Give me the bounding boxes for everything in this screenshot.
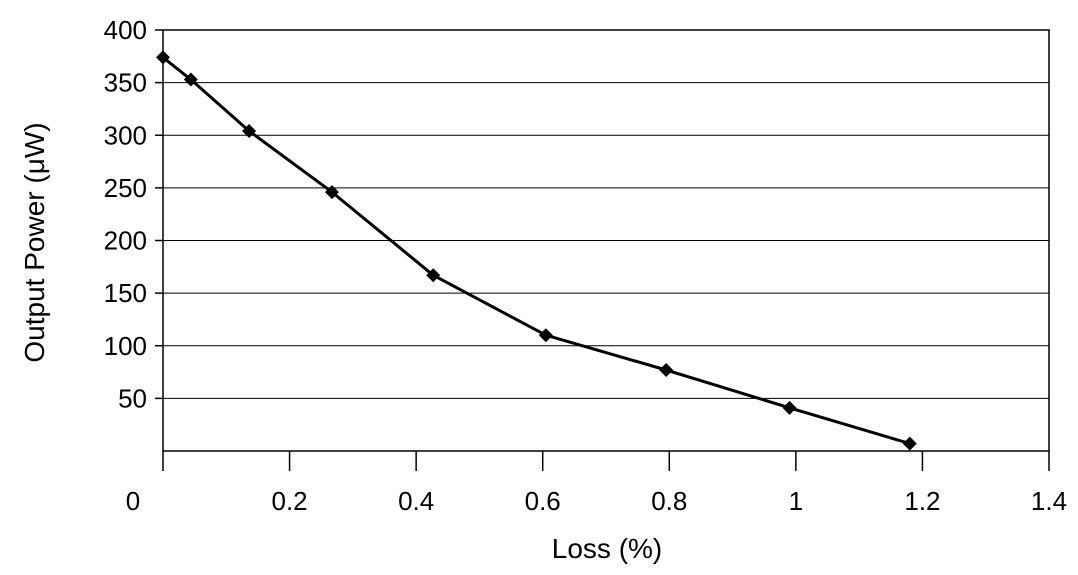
y-tick-label: 250 <box>104 173 147 203</box>
x-tick-label: 1.4 <box>1031 486 1067 516</box>
x-tick-label: 1.2 <box>904 486 940 516</box>
x-tick-label: 0.4 <box>398 486 434 516</box>
tick-labels: 50 100 150 200 250 300 350 400 0 0.2 0.4 0.6 0.8 1 1.2… <box>104 15 1067 516</box>
y-tick-label: 400 <box>104 15 147 45</box>
x-tick-label: 0.8 <box>651 486 687 516</box>
x-tick-label: 0.6 <box>525 486 561 516</box>
x-axis-title: Loss (%) <box>552 533 662 564</box>
data-point <box>782 400 797 415</box>
axes <box>155 29 1050 471</box>
y-tick-label: 150 <box>104 278 147 308</box>
x-tick-label: 1 <box>789 486 803 516</box>
y-tick-label: 100 <box>104 331 147 361</box>
y-axis-title: Output Power (μW) <box>19 122 50 362</box>
gridlines <box>163 29 1049 399</box>
y-tick-label: 50 <box>118 383 147 413</box>
y-tick-label: 350 <box>104 68 147 98</box>
data-series <box>156 50 917 451</box>
data-point <box>242 124 257 139</box>
data-point <box>183 72 198 87</box>
data-point <box>538 328 553 343</box>
data-point <box>902 436 917 451</box>
data-point <box>426 268 441 283</box>
y-tick-label: 300 <box>104 120 147 150</box>
x-tick-label: 0.2 <box>271 486 307 516</box>
data-point <box>156 50 170 65</box>
data-point <box>659 362 674 377</box>
series-line <box>161 55 912 446</box>
x-tick-label: 0 <box>126 486 140 516</box>
y-tick-label: 200 <box>104 226 147 256</box>
data-point <box>324 185 339 200</box>
